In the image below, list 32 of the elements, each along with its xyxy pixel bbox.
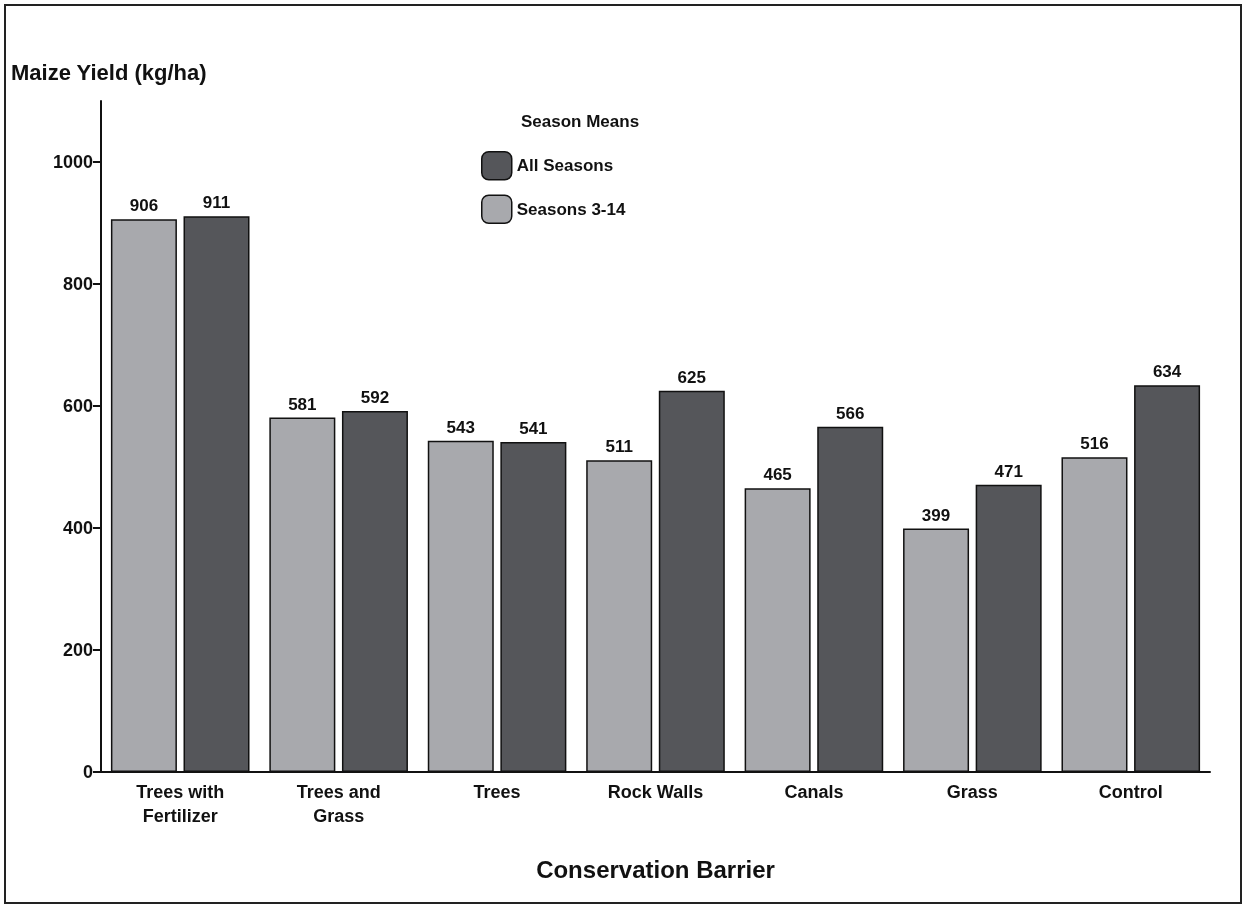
data-label: 471: [994, 461, 1023, 481]
y-tick-label: 800: [62, 274, 93, 294]
y-axis-title: Maize Yield (kg/ha): [11, 59, 207, 85]
x-tick-label: Canals: [784, 782, 844, 802]
legend-label: All Seasons: [516, 156, 614, 176]
y-tick-label: 1000: [52, 152, 93, 172]
x-tick-label: Grass: [946, 782, 998, 802]
data-label: 906: [129, 196, 159, 216]
data-label: 543: [446, 417, 475, 437]
legend-title: Season Means: [521, 112, 640, 131]
y-tick-label: 0: [82, 762, 93, 782]
y-tick-label: 600: [62, 396, 93, 416]
data-label: 581: [288, 394, 317, 414]
data-label: 634: [1152, 362, 1182, 382]
data-label: 511: [605, 437, 633, 457]
x-tick-label: Trees: [473, 782, 521, 802]
data-label: 625: [677, 367, 706, 387]
x-tick-label: Trees with Fertilizer: [136, 782, 225, 826]
legend-label: Seasons 3-14: [516, 199, 626, 219]
x-axis-title: Conservation Barrier: [536, 855, 775, 883]
x-tick-label: Trees and Grass: [296, 782, 381, 826]
data-label: 541: [519, 418, 548, 438]
y-tick-label: 400: [62, 518, 93, 538]
data-label: 911: [202, 193, 231, 213]
data-label: 516: [1080, 434, 1109, 454]
data-label: 592: [360, 387, 390, 407]
data-label: 465: [763, 465, 792, 485]
data-label: 399: [921, 505, 951, 525]
x-tick-label: Rock Walls: [607, 782, 704, 802]
data-label: 566: [836, 403, 865, 423]
y-tick-label: 200: [62, 640, 93, 660]
x-tick-label: Control: [1098, 782, 1163, 802]
